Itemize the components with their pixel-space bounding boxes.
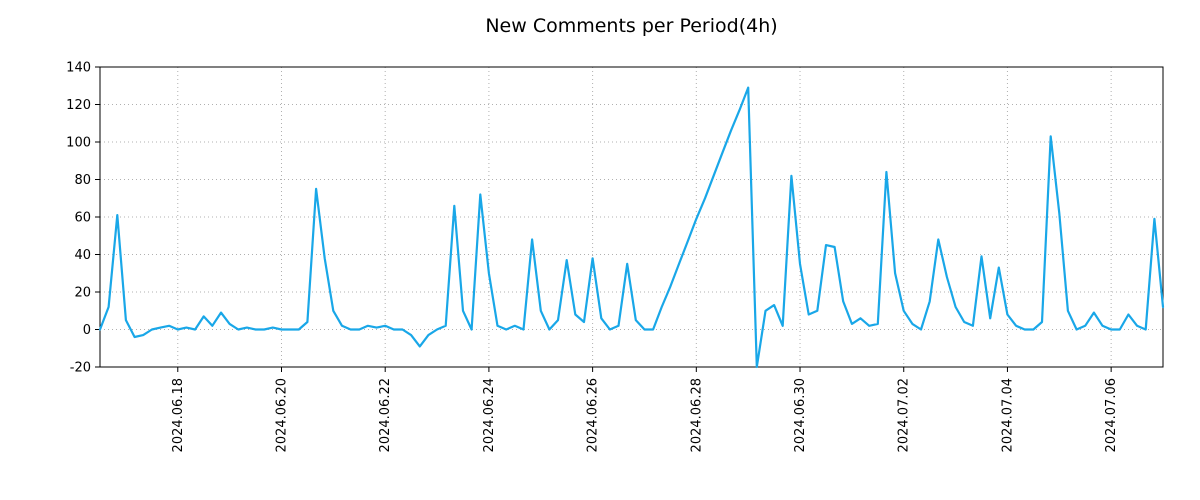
x-tick-label: 2024.06.18 <box>171 378 186 452</box>
y-tick-label: 60 <box>74 211 91 226</box>
x-tick-label: 2024.06.26 <box>586 378 601 452</box>
y-tick-label: -20 <box>70 361 91 376</box>
x-tick-label: 2024.06.22 <box>378 378 393 452</box>
x-tick-label: 2024.06.20 <box>274 378 289 452</box>
y-tick-label: 80 <box>74 173 91 188</box>
x-tick-label: 2024.06.30 <box>793 378 808 452</box>
x-tick-label: 2024.07.02 <box>897 378 912 452</box>
plot-frame <box>99 66 1164 368</box>
x-tick-label: 2024.06.24 <box>482 378 497 452</box>
y-tick-label: 20 <box>74 286 91 301</box>
x-tick-label: 2024.07.04 <box>1000 378 1015 452</box>
y-tick-label: 40 <box>74 248 91 263</box>
chart-title: New Comments per Period(4h) <box>485 15 778 37</box>
x-tick-label: 2024.06.28 <box>689 378 704 452</box>
x-tick-label: 2024.07.06 <box>1104 378 1119 452</box>
y-tick-label: 0 <box>83 323 91 338</box>
y-tick-label: 100 <box>66 136 91 151</box>
y-tick-label: 120 <box>66 98 91 113</box>
y-tick-label: 140 <box>66 61 91 76</box>
data-line-new-comments <box>98 86 1165 369</box>
